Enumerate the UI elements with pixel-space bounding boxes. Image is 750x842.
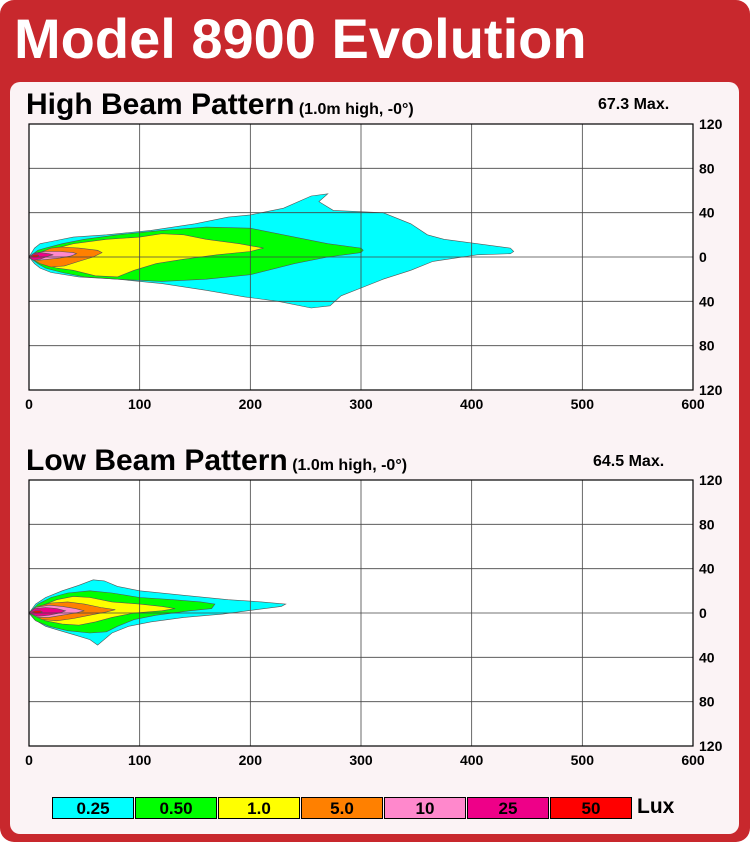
legend-swatch-5-0: 5.0 xyxy=(301,797,383,819)
legend-swatch-25: 25 xyxy=(467,797,549,819)
high-beam-x-tick-label: 300 xyxy=(349,396,373,412)
high-beam-x-tick-label: 400 xyxy=(460,396,484,412)
high-beam-contour-1-0 xyxy=(28,233,264,278)
low-beam-subtitle: (1.0m high, -0°) xyxy=(292,457,408,474)
legend-unit-label: Lux xyxy=(637,795,675,818)
low-beam-y-tick-label: 40 xyxy=(699,561,715,577)
high-beam-y-tick-label: 80 xyxy=(699,338,715,354)
high-beam-y-tick-label: 80 xyxy=(699,160,715,176)
low-beam-contour-25 xyxy=(28,607,67,617)
low-beam-y-tick-label: 120 xyxy=(699,472,723,488)
high-beam-title: High Beam Pattern (1.0m high, -0°) xyxy=(26,88,414,122)
low-beam-y-tick-label: 40 xyxy=(699,649,715,665)
low-beam-x-tick-label: 300 xyxy=(349,752,373,768)
low-beam-x-tick-label: 500 xyxy=(571,752,595,768)
legend-swatch-0-25: 0.25 xyxy=(52,797,134,819)
low-beam-y-tick-label: 80 xyxy=(699,516,715,532)
high-beam-title-text: High Beam Pattern xyxy=(26,88,295,121)
low-beam-x-tick-label: 100 xyxy=(128,752,152,768)
high-beam-x-tick-label: 0 xyxy=(25,396,33,412)
high-beam-subtitle: (1.0m high, -0°) xyxy=(298,101,414,118)
low-beam-x-tick-label: 0 xyxy=(25,752,33,768)
high-beam-max-label: 67.3 Max. xyxy=(598,96,670,113)
high-beam-x-tick-label: 200 xyxy=(239,396,263,412)
high-beam-y-tick-label: 120 xyxy=(699,116,723,132)
high-beam-plot-border xyxy=(28,123,694,391)
low-beam-y-tick-label: 80 xyxy=(699,694,715,710)
legend-swatch-10: 10 xyxy=(384,797,466,819)
low-beam-x-tick-label: 600 xyxy=(681,752,705,768)
page-title: Model 8900 Evolution xyxy=(14,7,587,70)
high-beam-x-tick-label: 500 xyxy=(571,396,595,412)
high-beam-y-tick-label: 40 xyxy=(699,205,715,221)
high-beam-x-tick-label: 100 xyxy=(128,396,152,412)
legend-swatch-50: 50 xyxy=(550,797,632,819)
legend-swatch-1-0: 1.0 xyxy=(218,797,300,819)
low-beam-title-text: Low Beam Pattern xyxy=(26,444,288,477)
low-beam-plot-border xyxy=(28,479,694,747)
low-beam-y-tick-label: 120 xyxy=(699,738,723,754)
high-beam-y-tick-label: 120 xyxy=(699,382,723,398)
low-beam-y-tick-label: 0 xyxy=(699,605,707,621)
high-beam-x-tick-label: 600 xyxy=(681,396,705,412)
low-beam-title: Low Beam Pattern (1.0m high, -0°) xyxy=(26,444,407,478)
low-beam-x-tick-label: 400 xyxy=(460,752,484,768)
high-beam-y-tick-label: 40 xyxy=(699,293,715,309)
low-beam-max-label: 64.5 Max. xyxy=(593,453,665,470)
high-beam-y-tick-label: 0 xyxy=(699,249,707,265)
legend-swatch-0-50: 0.50 xyxy=(135,797,217,819)
low-beam-x-tick-label: 200 xyxy=(239,752,263,768)
